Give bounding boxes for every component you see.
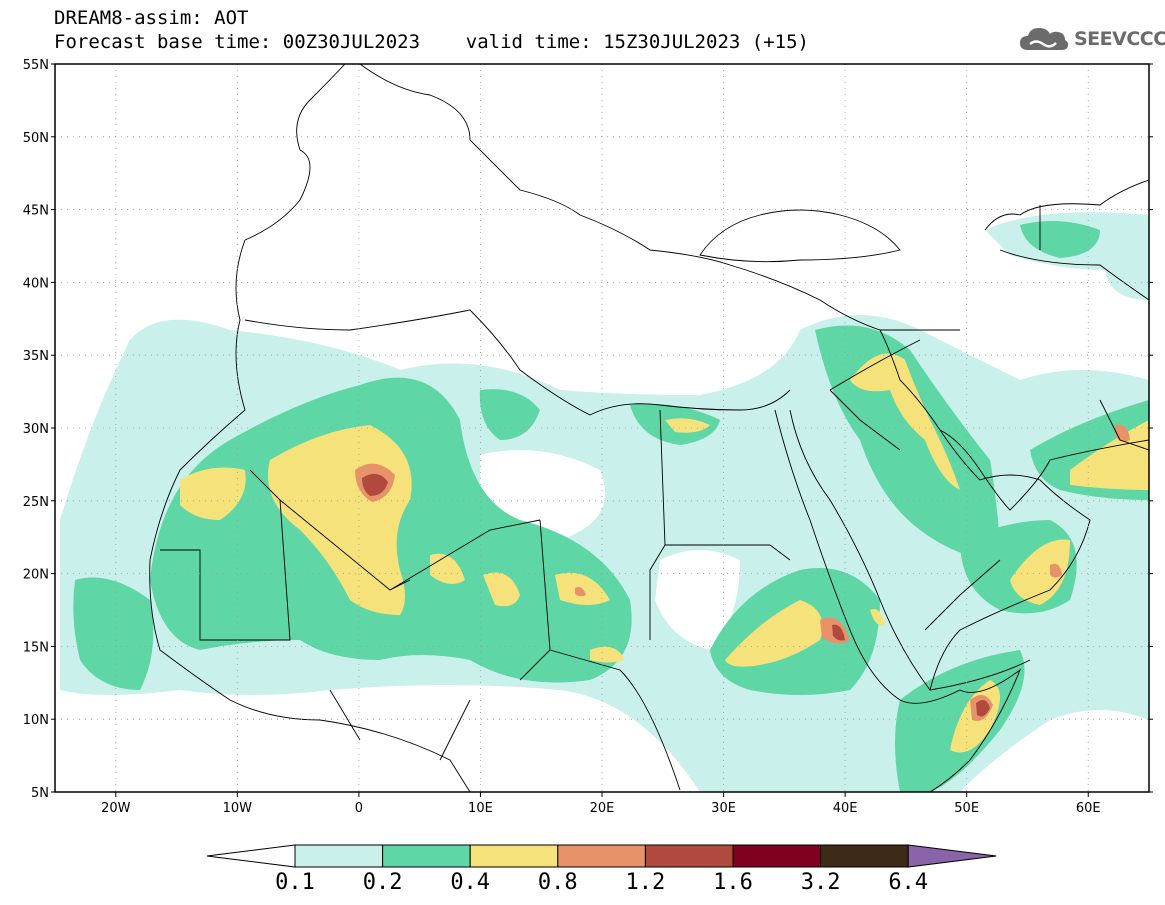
- coastline-africa: [149, 239, 471, 792]
- logo: SEEVCCC: [1018, 24, 1165, 54]
- map-subtitle: Forecast base time: 00Z30JUL2023 valid t…: [54, 31, 809, 53]
- aot-band-orange: [575, 586, 586, 597]
- coastline-arabia: [879, 329, 1091, 691]
- colorbar-label: 6.4: [888, 870, 928, 895]
- lat-tick-label: 35N: [23, 349, 49, 364]
- border-lines: [160, 205, 1149, 791]
- lon-tick-label: 20E: [590, 801, 615, 816]
- aot-band-yellow: [483, 572, 520, 607]
- lat-axis: 55N 50N 45N 40N 35N 30N 25N 20N 15N 10N 5N: [23, 58, 1153, 801]
- coastline-europe: [244, 64, 960, 331]
- colorbar-swatch: [732, 844, 822, 868]
- aot-band-brown: [976, 699, 990, 717]
- lon-tick-label: 30E: [711, 801, 736, 816]
- lat-tick-label: 50N: [23, 131, 49, 146]
- colorbar-label: 0.8: [538, 870, 578, 895]
- coastline-north-africa: [244, 309, 791, 416]
- colorbar-label: 0.4: [450, 870, 490, 895]
- lat-tick-label: 40N: [23, 276, 49, 291]
- colorbar: 0.1 0.2 0.4 0.8 1.2 1.6 3.2 6.4: [206, 844, 997, 895]
- map-title: DREAM8-assim: AOT: [54, 7, 249, 29]
- aot-band-green: [73, 577, 154, 690]
- coastline-caspian: [984, 179, 1149, 301]
- lat-tick-label: 5N: [31, 786, 49, 801]
- colorbar-swatch: [382, 844, 471, 868]
- lat-tick-label: 20N: [23, 568, 49, 583]
- country-borders: [149, 64, 1149, 792]
- aot-gap: [655, 550, 740, 650]
- colorbar-swatch: [820, 844, 909, 868]
- colorbar-label: 3.2: [801, 870, 841, 895]
- colorbar-label: 0.2: [363, 870, 403, 895]
- aot-band-orange: [1050, 563, 1062, 578]
- aot-band-brown: [362, 473, 388, 496]
- colorbar-swatch: [644, 844, 734, 868]
- grid-lines: [55, 64, 1149, 792]
- logo-text: SEEVCCC: [1074, 28, 1165, 50]
- coastline-horn: [929, 668, 1022, 792]
- lon-tick-label: 10W: [223, 801, 253, 816]
- aot-field: [60, 212, 1149, 792]
- colorbar-label: 1.2: [626, 870, 666, 895]
- coastline-gulf: [939, 429, 1149, 511]
- lon-tick-label: 40E: [833, 801, 858, 816]
- aot-band-yellow: [725, 600, 823, 667]
- coastline-black-sea: [699, 209, 901, 263]
- aot-band-yellow: [1010, 539, 1070, 605]
- lat-tick-label: 25N: [23, 495, 49, 510]
- colorbar-label: 1.6: [713, 870, 753, 895]
- lon-axis: 20W 10W 0 10E 20E 30E 40E 50E 60E: [101, 792, 1101, 816]
- colorbar-swatch: [469, 844, 559, 868]
- lon-tick-label: 60E: [1076, 801, 1101, 816]
- colorbar-swatch: [557, 844, 646, 868]
- lat-tick-label: 55N: [23, 58, 49, 73]
- aot-band-yellow: [180, 467, 246, 520]
- aot-band-yellow: [590, 646, 625, 663]
- lat-tick-label: 15N: [23, 640, 49, 655]
- aot-band-yellow: [665, 418, 710, 433]
- lat-tick-label: 45N: [23, 204, 49, 219]
- colorbar-label: 0.1: [275, 870, 315, 895]
- lon-tick-label: 50E: [954, 801, 979, 816]
- coastline-red-sea: [774, 409, 1031, 704]
- aot-band-brown: [832, 624, 845, 641]
- colorbar-under-arrow: [206, 844, 296, 868]
- colorbar-over-arrow: [907, 844, 997, 868]
- colorbar-swatch: [294, 844, 384, 868]
- cloud-icon: [1020, 28, 1069, 50]
- lat-tick-label: 10N: [23, 713, 49, 728]
- aot-band-yellow: [870, 609, 885, 626]
- lat-tick-label: 30N: [23, 422, 49, 437]
- lon-tick-label: 20W: [101, 801, 131, 816]
- aot-band-green: [479, 389, 540, 440]
- lon-tick-label: 0: [355, 801, 363, 816]
- lon-tick-label: 10E: [468, 801, 493, 816]
- aot-band-yellow: [430, 553, 465, 584]
- aot-band-yellow: [850, 353, 960, 490]
